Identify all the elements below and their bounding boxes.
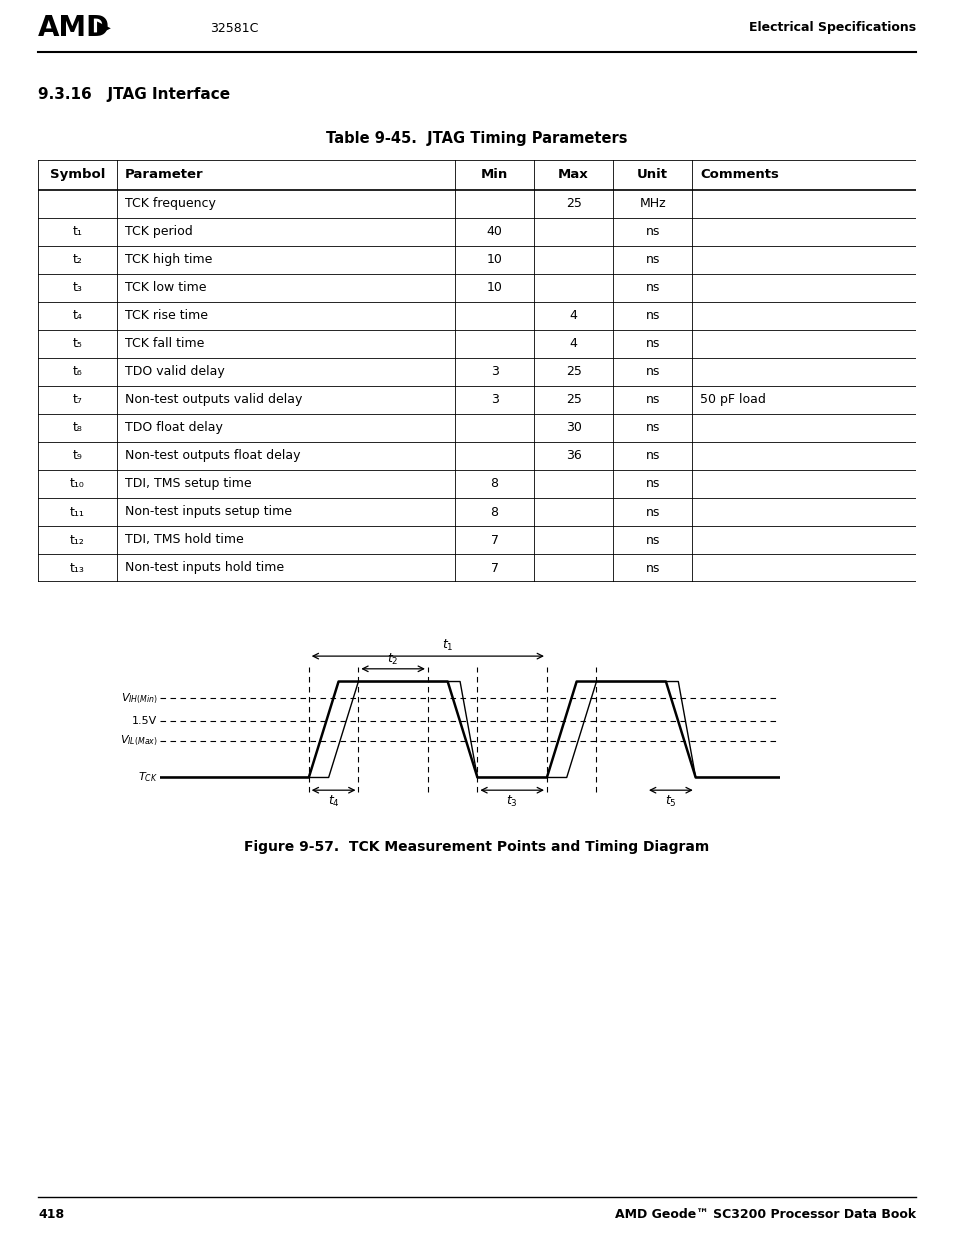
Text: 32581C: 32581C xyxy=(210,21,258,35)
Text: ns: ns xyxy=(645,282,659,294)
Text: 10: 10 xyxy=(486,282,502,294)
Text: 3: 3 xyxy=(490,366,498,378)
Text: ▶: ▶ xyxy=(97,19,111,37)
Text: TDO float delay: TDO float delay xyxy=(125,421,223,435)
Text: 40: 40 xyxy=(486,226,502,238)
Text: ns: ns xyxy=(645,478,659,490)
Text: ns: ns xyxy=(645,421,659,435)
Text: 7: 7 xyxy=(490,562,498,574)
Text: t₅: t₅ xyxy=(72,337,82,351)
Text: t₇: t₇ xyxy=(72,394,82,406)
Text: TDO valid delay: TDO valid delay xyxy=(125,366,225,378)
Text: 25: 25 xyxy=(565,198,581,210)
Text: Table 9-45.  JTAG Timing Parameters: Table 9-45. JTAG Timing Parameters xyxy=(326,131,627,146)
Text: t₄: t₄ xyxy=(72,310,82,322)
Text: $t_4$: $t_4$ xyxy=(327,794,339,809)
Text: ns: ns xyxy=(645,534,659,547)
Text: 8: 8 xyxy=(490,478,498,490)
Text: Min: Min xyxy=(480,168,508,182)
Text: t₂: t₂ xyxy=(72,253,82,267)
Text: $V_{IH(Min)}$: $V_{IH(Min)}$ xyxy=(120,692,157,705)
Text: Figure 9-57.  TCK Measurement Points and Timing Diagram: Figure 9-57. TCK Measurement Points and … xyxy=(244,840,709,853)
Text: t₁₁: t₁₁ xyxy=(70,505,85,519)
Text: 50 pF load: 50 pF load xyxy=(700,394,765,406)
Text: 1.5V: 1.5V xyxy=(132,716,157,726)
Text: Non-test inputs hold time: Non-test inputs hold time xyxy=(125,562,284,574)
Text: 4: 4 xyxy=(569,310,577,322)
Text: Comments: Comments xyxy=(700,168,779,182)
Text: Non-test inputs setup time: Non-test inputs setup time xyxy=(125,505,292,519)
Text: 418: 418 xyxy=(38,1209,64,1221)
Text: TDI, TMS setup time: TDI, TMS setup time xyxy=(125,478,252,490)
Text: TCK fall time: TCK fall time xyxy=(125,337,204,351)
Text: ns: ns xyxy=(645,394,659,406)
Text: t₁: t₁ xyxy=(72,226,82,238)
Text: Symbol: Symbol xyxy=(50,168,105,182)
Text: 3: 3 xyxy=(490,394,498,406)
Text: AMD Geode™ SC3200 Processor Data Book: AMD Geode™ SC3200 Processor Data Book xyxy=(615,1209,915,1221)
Text: TCK low time: TCK low time xyxy=(125,282,206,294)
Text: ns: ns xyxy=(645,450,659,462)
Text: $T_{CK}$: $T_{CK}$ xyxy=(137,771,157,784)
Text: 30: 30 xyxy=(565,421,581,435)
Text: Max: Max xyxy=(558,168,588,182)
Text: t₁₀: t₁₀ xyxy=(71,478,85,490)
Text: 7: 7 xyxy=(490,534,498,547)
Text: $V_{IL(Max)}$: $V_{IL(Max)}$ xyxy=(120,734,157,748)
Text: TDI, TMS hold time: TDI, TMS hold time xyxy=(125,534,244,547)
Text: t₉: t₉ xyxy=(72,450,82,462)
Text: t₃: t₃ xyxy=(72,282,82,294)
Text: Unit: Unit xyxy=(637,168,667,182)
Text: ns: ns xyxy=(645,337,659,351)
Text: ns: ns xyxy=(645,562,659,574)
Text: Electrical Specifications: Electrical Specifications xyxy=(748,21,915,35)
Text: TCK rise time: TCK rise time xyxy=(125,310,208,322)
Text: $t_5$: $t_5$ xyxy=(664,794,676,809)
Text: ns: ns xyxy=(645,366,659,378)
Text: 10: 10 xyxy=(486,253,502,267)
Text: t₈: t₈ xyxy=(72,421,82,435)
Text: 36: 36 xyxy=(565,450,580,462)
Text: AMD: AMD xyxy=(38,14,110,42)
Text: Non-test outputs valid delay: Non-test outputs valid delay xyxy=(125,394,302,406)
Text: 25: 25 xyxy=(565,366,581,378)
Text: TCK frequency: TCK frequency xyxy=(125,198,215,210)
Text: $t_2$: $t_2$ xyxy=(387,651,398,667)
Text: $t_1$: $t_1$ xyxy=(441,638,453,653)
Text: 9.3.16   JTAG Interface: 9.3.16 JTAG Interface xyxy=(38,88,230,103)
Text: 8: 8 xyxy=(490,505,498,519)
Text: TCK period: TCK period xyxy=(125,226,193,238)
Text: Parameter: Parameter xyxy=(125,168,203,182)
Text: Non-test outputs float delay: Non-test outputs float delay xyxy=(125,450,300,462)
Text: ns: ns xyxy=(645,226,659,238)
Text: TCK high time: TCK high time xyxy=(125,253,213,267)
Text: 25: 25 xyxy=(565,394,581,406)
Text: 4: 4 xyxy=(569,337,577,351)
Text: ns: ns xyxy=(645,253,659,267)
Text: t₁₃: t₁₃ xyxy=(70,562,85,574)
Text: $t_3$: $t_3$ xyxy=(506,794,517,809)
Text: t₆: t₆ xyxy=(72,366,82,378)
Text: ns: ns xyxy=(645,310,659,322)
Text: MHz: MHz xyxy=(639,198,665,210)
Text: ns: ns xyxy=(645,505,659,519)
Text: t₁₂: t₁₂ xyxy=(70,534,85,547)
